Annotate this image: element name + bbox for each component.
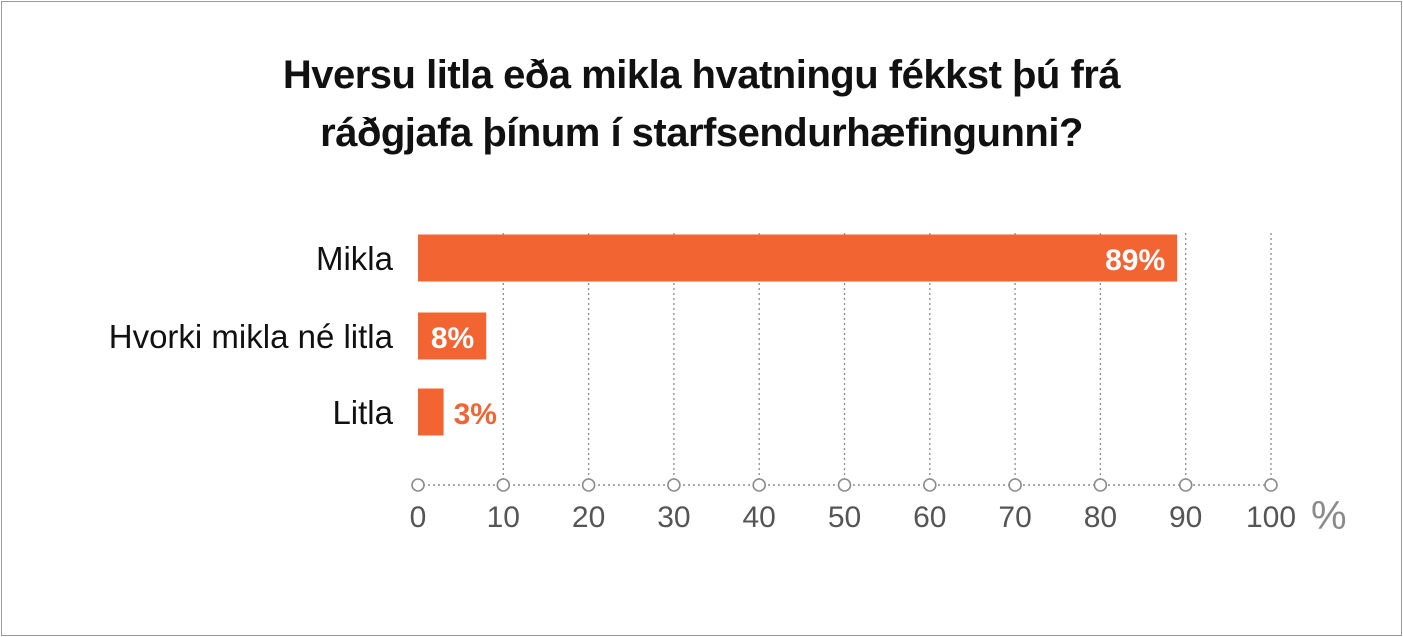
tick-marker	[1093, 478, 1108, 492]
category-label: Litla	[332, 394, 393, 431]
category-label: Mikla	[316, 240, 394, 277]
data-label: 8%	[431, 322, 474, 355]
tick-marker	[837, 478, 852, 492]
bars	[418, 234, 1178, 436]
category-label: Hvorki mikla né litla	[109, 318, 394, 355]
tick-label: 90	[1169, 501, 1202, 534]
tick-label: 80	[1084, 501, 1117, 534]
tick-marker	[752, 478, 767, 492]
tick-marker	[1264, 478, 1278, 492]
tick-label: 50	[828, 501, 861, 534]
chart-title: Hversu litla eða mikla hvatningu fékkst …	[0, 46, 1403, 162]
tick-marker	[922, 478, 937, 492]
x-unit-label: %	[1311, 494, 1347, 538]
tick-label: 100	[1246, 501, 1296, 534]
labels: Mikla 89% Hvorki mikla né litla 8% Litla 3%	[109, 240, 1165, 431]
tick-label: 40	[743, 501, 776, 534]
tick-label: 10	[487, 501, 520, 534]
data-label: 89%	[1105, 244, 1165, 277]
tick-label: 70	[998, 501, 1031, 534]
tick-label: 30	[657, 501, 690, 534]
x-axis: 0 10 20 30 40 50 60 70 80 90 100%	[410, 478, 1347, 538]
tick-marker	[581, 478, 596, 492]
tick-marker	[1008, 478, 1022, 492]
chart-title-line-2: ráðgjafa þínum í starfsendurhæfingunni?	[320, 111, 1083, 155]
chart-title-line-1: Hversu litla eða mikla hvatningu fékkst …	[282, 53, 1121, 97]
bar	[418, 234, 1178, 282]
bar	[418, 388, 444, 436]
bar	[418, 312, 487, 360]
data-label: 3%	[454, 398, 497, 431]
tick-marker	[411, 478, 425, 492]
tick-label: 0	[410, 501, 427, 534]
tick-marker	[1178, 478, 1193, 492]
tick-marker	[496, 478, 511, 492]
tick-label: 20	[572, 501, 605, 534]
tick-marker	[667, 478, 681, 492]
tick-label: 60	[913, 501, 946, 534]
